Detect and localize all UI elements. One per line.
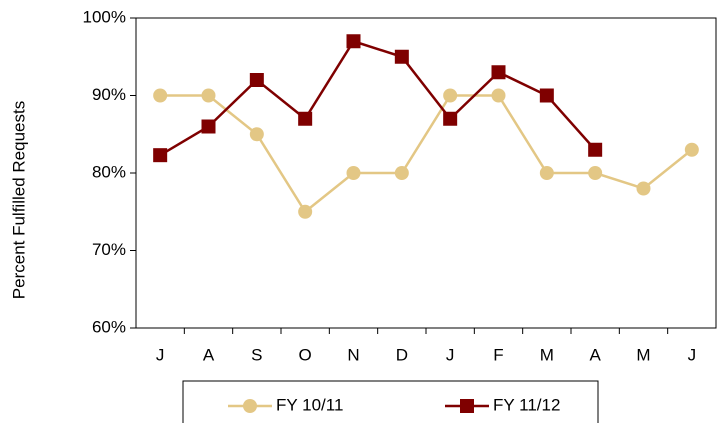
data-point: [636, 181, 651, 196]
data-point: [153, 88, 168, 103]
legend-box: [182, 380, 599, 423]
data-point: [249, 127, 264, 142]
data-point: [298, 204, 313, 219]
data-point: [249, 73, 264, 87]
data-point: [588, 142, 603, 157]
y-axis-label: Percent Fulfilled Requests: [9, 101, 28, 299]
data-point: [588, 166, 603, 180]
data-point: [443, 111, 458, 126]
y-tick-label: 70%: [92, 240, 126, 259]
data-point: [394, 166, 409, 180]
plot-frame: [135, 17, 717, 329]
data-point: [298, 111, 313, 126]
x-tick-label: M: [636, 345, 650, 364]
y-tick-label: 80%: [92, 162, 126, 181]
x-tick-label: S: [251, 345, 262, 364]
data-point: [201, 119, 216, 134]
series-line: [159, 39, 597, 157]
y-tick-label: 60%: [92, 317, 126, 336]
data-point: [346, 34, 361, 49]
x-tick-label: D: [396, 345, 408, 364]
series-line: [160, 94, 693, 214]
data-point: [394, 49, 409, 64]
data-point: [443, 88, 458, 103]
data-point: [201, 88, 216, 103]
x-tick-label: A: [589, 345, 601, 364]
x-tick-label: J: [156, 345, 165, 364]
data-point: [539, 166, 554, 180]
data-point: [684, 142, 699, 157]
x-tick-label: A: [203, 345, 215, 364]
legend-label: FY 11/12: [493, 395, 560, 414]
y-tick-label: 100%: [83, 7, 126, 26]
data-point: [153, 148, 168, 163]
data-point: [491, 88, 506, 103]
data-point: [491, 65, 506, 80]
x-tick-label: J: [688, 345, 697, 364]
y-tick-label: 90%: [92, 85, 126, 104]
x-tick-label: M: [540, 345, 554, 364]
data-point: [539, 88, 554, 103]
x-tick-label: N: [347, 345, 359, 364]
legend-marker: [243, 399, 257, 413]
x-tick-label: J: [446, 345, 455, 364]
data-point: [346, 166, 361, 180]
x-tick-label: O: [299, 345, 312, 364]
legend-label: FY 10/11: [276, 395, 343, 414]
x-tick-label: F: [493, 345, 503, 364]
legend-marker: [460, 399, 474, 413]
